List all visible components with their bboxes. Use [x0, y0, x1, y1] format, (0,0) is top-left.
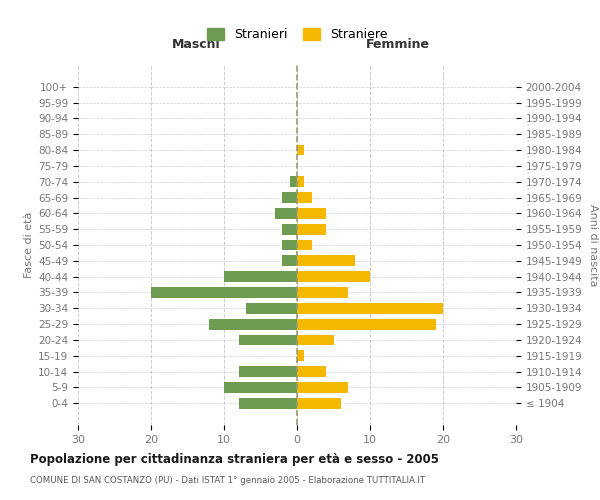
Bar: [297, 318, 436, 330]
Bar: [297, 350, 304, 361]
Bar: [297, 382, 348, 393]
Y-axis label: Fasce di età: Fasce di età: [24, 212, 34, 278]
Legend: Stranieri, Straniere: Stranieri, Straniere: [203, 24, 391, 45]
Bar: [297, 334, 334, 345]
Text: COMUNE DI SAN COSTANZO (PU) - Dati ISTAT 1° gennaio 2005 - Elaborazione TUTTITAL: COMUNE DI SAN COSTANZO (PU) - Dati ISTAT…: [30, 476, 425, 485]
Bar: [297, 398, 341, 408]
Bar: [224, 272, 297, 282]
Bar: [283, 192, 297, 203]
Bar: [283, 256, 297, 266]
Y-axis label: Anni di nascita: Anni di nascita: [588, 204, 598, 286]
Bar: [297, 256, 355, 266]
Bar: [290, 176, 297, 187]
Text: Maschi: Maschi: [172, 38, 221, 51]
Bar: [224, 382, 297, 393]
Bar: [239, 334, 297, 345]
Bar: [297, 287, 348, 298]
Bar: [297, 272, 370, 282]
Bar: [151, 287, 297, 298]
Bar: [297, 208, 326, 218]
Bar: [239, 366, 297, 377]
Bar: [283, 240, 297, 250]
Bar: [297, 224, 326, 234]
Text: Femmine: Femmine: [366, 38, 430, 51]
Bar: [239, 398, 297, 408]
Bar: [297, 303, 443, 314]
Bar: [209, 318, 297, 330]
Text: Popolazione per cittadinanza straniera per età e sesso - 2005: Popolazione per cittadinanza straniera p…: [30, 452, 439, 466]
Bar: [297, 366, 326, 377]
Bar: [246, 303, 297, 314]
Bar: [283, 224, 297, 234]
Bar: [297, 192, 311, 203]
Bar: [297, 176, 304, 187]
Bar: [297, 240, 311, 250]
Bar: [297, 144, 304, 156]
Bar: [275, 208, 297, 218]
